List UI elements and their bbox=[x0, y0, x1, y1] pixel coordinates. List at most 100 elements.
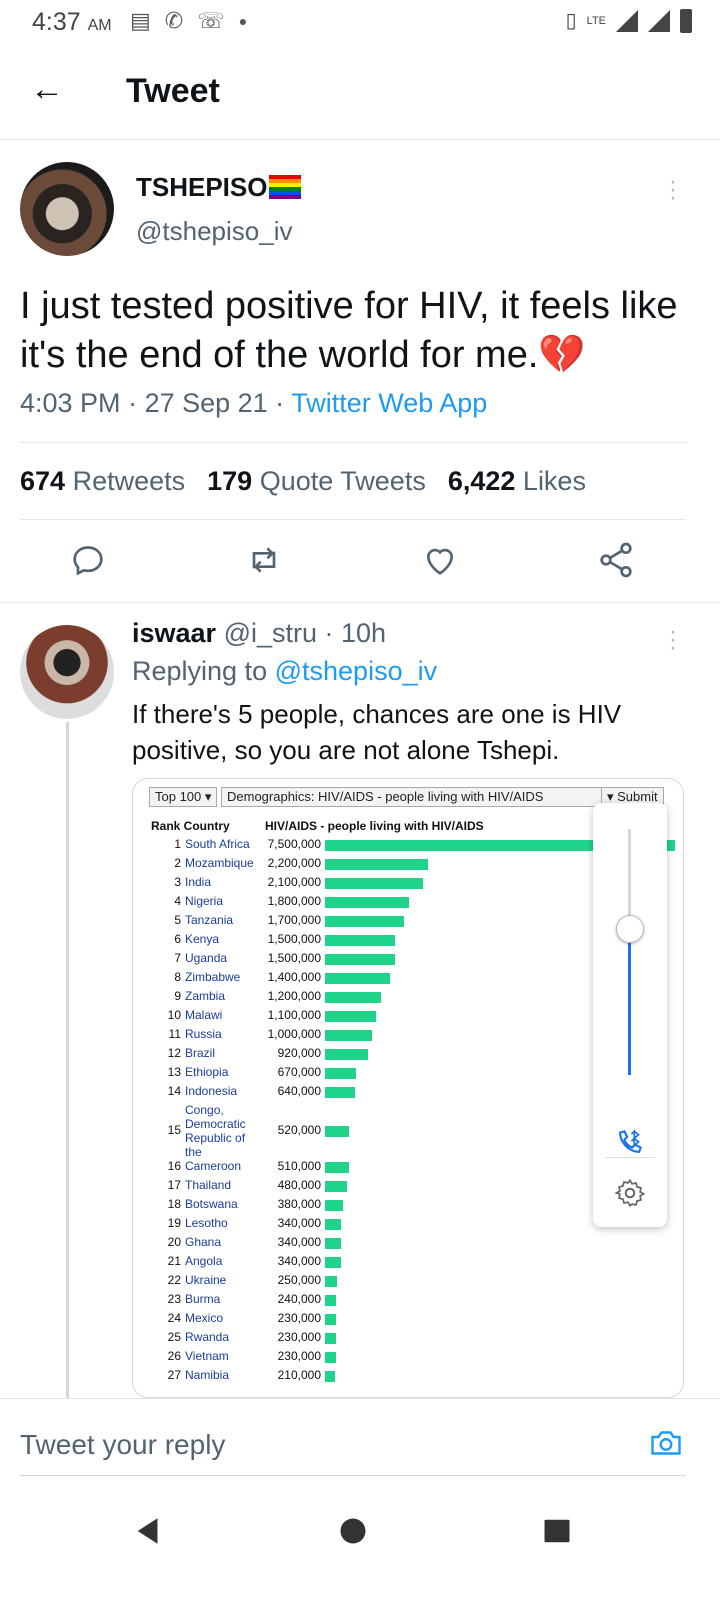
table-row: 7 Uganda 1,500,000 bbox=[133, 951, 683, 970]
bar bbox=[325, 1162, 349, 1173]
media-image[interactable]: Top 100 ▾ Demographics: HIV/AIDS - peopl… bbox=[132, 778, 684, 1398]
country-link[interactable]: Ethiopia bbox=[185, 1065, 229, 1079]
replying-to-link[interactable]: @tshepiso_iv bbox=[274, 656, 438, 686]
top-app-bar: ← Tweet bbox=[0, 52, 720, 140]
more-options-icon[interactable]: · · · bbox=[669, 168, 677, 211]
country-link[interactable]: Lesotho bbox=[185, 1216, 228, 1230]
display-name[interactable]: TSHEPISO bbox=[136, 172, 302, 203]
submit-button: ▾ Submit bbox=[601, 787, 664, 807]
value-label: 2,100,000 bbox=[267, 875, 321, 889]
bar bbox=[325, 1126, 350, 1137]
tweet-time: 4:03 PM bbox=[20, 388, 121, 418]
rank-label: 25 bbox=[167, 1330, 181, 1344]
nav-recents-icon[interactable] bbox=[542, 1514, 572, 1548]
rank-label: 5 bbox=[174, 913, 181, 927]
table-row: 19 Lesotho 340,000 bbox=[133, 1216, 683, 1235]
country-link[interactable]: Cameroon bbox=[185, 1159, 242, 1173]
country-link[interactable]: Zimbabwe bbox=[185, 970, 241, 984]
value-label: 340,000 bbox=[277, 1216, 321, 1230]
reply-more-options-icon[interactable]: · · · bbox=[669, 618, 677, 661]
divider bbox=[20, 519, 686, 520]
country-link[interactable]: Ukraine bbox=[185, 1273, 227, 1287]
back-arrow-icon[interactable]: ← bbox=[30, 70, 64, 108]
country-link[interactable]: Namibia bbox=[185, 1368, 230, 1382]
reply-input[interactable]: Tweet your reply bbox=[20, 1429, 226, 1460]
reply-avatar[interactable] bbox=[20, 625, 114, 719]
value-label: 250,000 bbox=[277, 1273, 321, 1287]
country-link[interactable]: Kenya bbox=[185, 932, 220, 946]
rank-label: 13 bbox=[167, 1065, 181, 1079]
bar bbox=[325, 1238, 341, 1249]
avatar[interactable] bbox=[20, 162, 114, 256]
country-link[interactable]: Zambia bbox=[185, 989, 226, 1003]
rank-label: 9 bbox=[174, 989, 181, 1003]
country-link[interactable]: Angola bbox=[185, 1254, 223, 1268]
user-handle[interactable]: @tshepiso_iv bbox=[136, 216, 293, 246]
like-icon[interactable] bbox=[420, 540, 460, 580]
share-icon[interactable] bbox=[596, 540, 636, 580]
bar bbox=[325, 1181, 348, 1192]
rank-label: 19 bbox=[167, 1216, 181, 1230]
table-row: 24 Mexico 230,000 bbox=[133, 1311, 683, 1330]
value-label: 1,400,000 bbox=[267, 970, 321, 984]
bar bbox=[325, 1371, 335, 1382]
table-row: 18 Botswana 380,000 bbox=[133, 1197, 683, 1216]
status-time: 4:37 AM bbox=[32, 8, 112, 36]
bar bbox=[325, 1257, 341, 1268]
country-link[interactable]: Congo, Democratic Republic of the bbox=[185, 1103, 246, 1159]
nav-back-icon[interactable] bbox=[132, 1514, 166, 1548]
tweet-meta: 4:03 PM · 27 Sep 21 · Twitter Web App bbox=[20, 388, 488, 418]
bluetooth-call-icon bbox=[619, 1129, 642, 1153]
table-row: 17 Thailand 480,000 bbox=[133, 1178, 683, 1197]
country-link[interactable]: Thailand bbox=[185, 1178, 232, 1192]
country-link[interactable]: Uganda bbox=[185, 951, 228, 965]
country-link[interactable]: India bbox=[185, 875, 212, 889]
rank-label: 4 bbox=[174, 894, 181, 908]
country-link[interactable]: Brazil bbox=[185, 1046, 216, 1060]
bar bbox=[325, 992, 381, 1003]
country-link[interactable]: Botswana bbox=[185, 1197, 238, 1211]
battery-icon bbox=[680, 8, 692, 33]
value-label: 210,000 bbox=[277, 1368, 321, 1382]
likes-stat[interactable]: 6,422 Likes bbox=[447, 466, 586, 496]
country-link[interactable]: Indonesia bbox=[185, 1084, 238, 1098]
retweet-icon[interactable] bbox=[244, 540, 284, 580]
rank-label: 26 bbox=[167, 1349, 181, 1363]
value-label: 1,800,000 bbox=[267, 894, 321, 908]
country-link[interactable]: Mozambique bbox=[185, 856, 254, 870]
reply-age: 10h bbox=[341, 618, 387, 648]
country-link[interactable]: Russia bbox=[185, 1027, 222, 1041]
country-link[interactable]: South Africa bbox=[185, 837, 250, 851]
country-link[interactable]: Tanzania bbox=[185, 913, 234, 927]
country-link[interactable]: Vietnam bbox=[185, 1349, 229, 1363]
camera-icon[interactable] bbox=[648, 1425, 684, 1461]
reply-handle[interactable]: @i_stru bbox=[223, 618, 318, 648]
quote-tweets-stat[interactable]: 179 Quote Tweets bbox=[207, 466, 426, 496]
rank-label: 14 bbox=[167, 1084, 181, 1098]
tweet-actions bbox=[0, 540, 720, 584]
country-link[interactable]: Mexico bbox=[185, 1311, 224, 1325]
bar bbox=[325, 954, 395, 965]
rank-label: 16 bbox=[167, 1159, 181, 1173]
country-link[interactable]: Burma bbox=[185, 1292, 221, 1306]
value-label: 2,200,000 bbox=[267, 856, 321, 870]
table-row: 11 Russia 1,000,000 bbox=[133, 1027, 683, 1046]
page-title: Tweet bbox=[126, 72, 220, 110]
col-value: HIV/AIDS - people living with HIV/AIDS bbox=[265, 819, 484, 833]
country-link[interactable]: Nigeria bbox=[185, 894, 224, 908]
bar bbox=[325, 859, 428, 870]
nav-home-icon[interactable] bbox=[338, 1514, 368, 1548]
country-link[interactable]: Rwanda bbox=[185, 1330, 230, 1344]
rank-label: 27 bbox=[167, 1368, 181, 1382]
table-row: 20 Ghana 340,000 bbox=[133, 1235, 683, 1254]
reply-icon[interactable] bbox=[68, 540, 108, 580]
volume-fill bbox=[628, 929, 631, 1075]
reply-display-name[interactable]: iswaar bbox=[132, 618, 217, 648]
whatsapp-icon: ✆ bbox=[164, 8, 184, 33]
tweet-source-link[interactable]: Twitter Web App bbox=[291, 388, 488, 418]
country-link[interactable]: Ghana bbox=[185, 1235, 222, 1249]
country-link[interactable]: Malawi bbox=[185, 1008, 223, 1022]
retweets-stat[interactable]: 674 Retweets bbox=[20, 466, 186, 496]
table-row: 3 India 2,100,000 bbox=[133, 875, 683, 894]
rank-label: 7 bbox=[174, 951, 181, 965]
